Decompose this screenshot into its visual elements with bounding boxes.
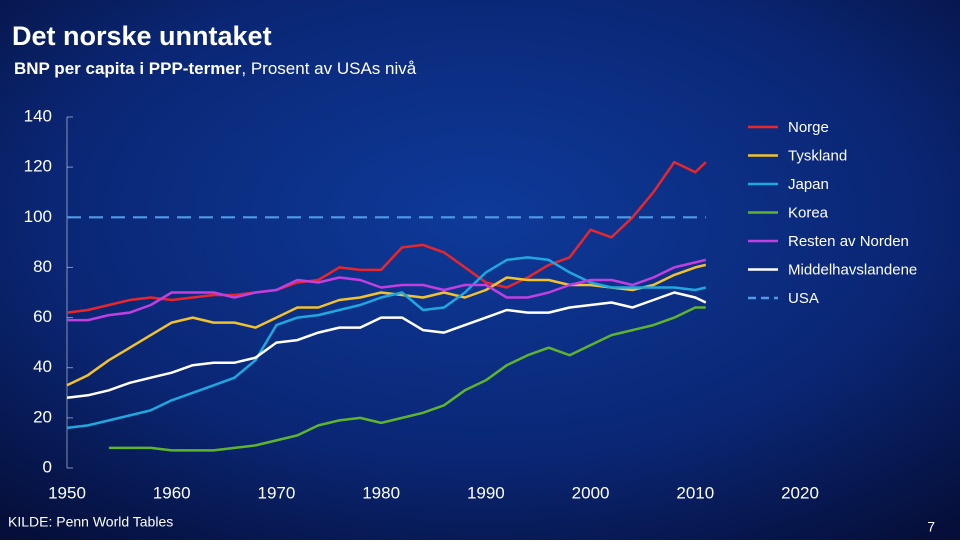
series-line: [67, 258, 707, 322]
y-tick-label: 120: [24, 157, 52, 176]
y-tick-label: 140: [24, 106, 52, 125]
y-tick-label: 20: [33, 407, 52, 426]
series-line: [66, 291, 707, 400]
x-tick-label: 1970: [258, 483, 296, 502]
y-tick-label: 100: [24, 207, 52, 226]
chart-subtitle: BNP per capita i PPP-termer, Prosent av …: [14, 59, 417, 78]
legend-label: USA: [788, 290, 819, 307]
source: KILDE: Penn World Tables: [8, 514, 173, 530]
x-tick-label: 1960: [153, 483, 191, 502]
series-line: [66, 256, 707, 430]
legend-label: Tyskland: [788, 147, 847, 164]
chart-title: Det norske unntaket: [12, 21, 272, 51]
subtitle-bold: BNP per capita i PPP-termer: [14, 59, 242, 78]
y-tick-label: 60: [33, 307, 52, 326]
page-number: 7: [927, 519, 935, 535]
x-tick-label: 2020: [781, 483, 819, 502]
series-line: [108, 306, 706, 452]
x-tick-label: 2000: [572, 483, 610, 502]
legend-label: Korea: [788, 204, 829, 221]
y-tick-label: 0: [43, 457, 52, 476]
legend-label: Norge: [788, 119, 829, 136]
x-tick-label: 1990: [467, 483, 505, 502]
x-tick-label: 1980: [362, 483, 400, 502]
y-tick-label: 40: [33, 357, 52, 376]
series-line: [66, 160, 707, 314]
y-tick-label: 80: [33, 257, 52, 276]
legend-label: Japan: [788, 176, 829, 193]
subtitle: , Prosent av USAs nivå: [241, 59, 416, 78]
x-tick-label: 2010: [676, 483, 714, 502]
x-tick-label: 1950: [48, 483, 86, 502]
legend-label: Resten av Norden: [788, 233, 909, 250]
legend-label: Middelhavslandene: [788, 261, 917, 278]
